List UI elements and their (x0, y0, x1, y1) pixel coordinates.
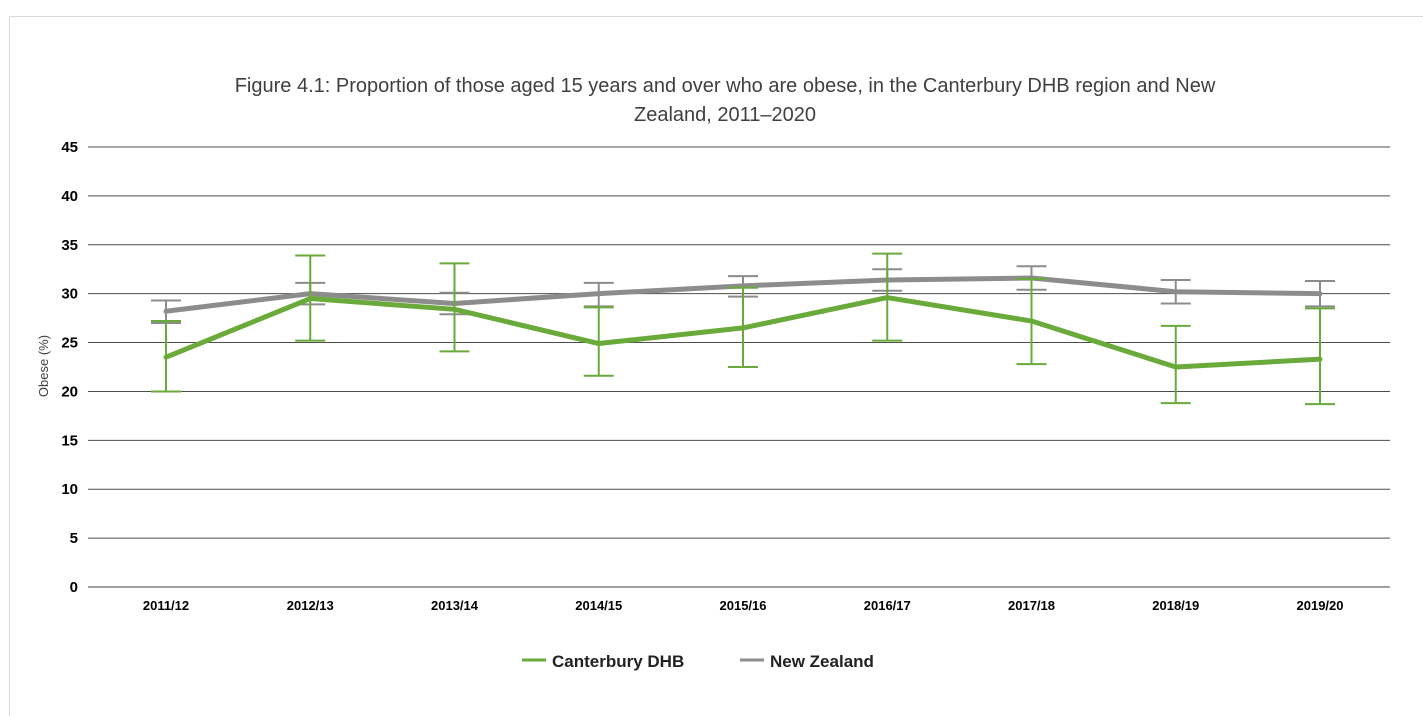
y-tick-label: 10 (61, 481, 78, 498)
x-tick-label: 2014/15 (575, 598, 622, 613)
y-tick-label: 25 (61, 335, 78, 352)
series-layer (151, 254, 1335, 405)
x-tick-label: 2013/14 (431, 598, 479, 613)
y-tick-label: 0 (70, 579, 78, 596)
y-tick-label: 15 (61, 432, 78, 449)
y-tick-label: 20 (61, 383, 78, 400)
x-tick-label: 2012/13 (287, 598, 334, 613)
legend-label: New Zealand (770, 652, 874, 671)
chart-svg: Figure 4.1: Proportion of those aged 15 … (0, 0, 1423, 695)
y-tick-label: 30 (61, 286, 78, 303)
x-tick-label: 2015/16 (720, 598, 767, 613)
legend-label: Canterbury DHB (552, 652, 684, 671)
y-tick-label: 35 (61, 237, 78, 254)
y-tick-labels: 0 5 10 15 20 25 30 35 40 45 (61, 139, 78, 596)
y-axis-label: Obese (%) (36, 335, 51, 397)
y-tick-label: 5 (70, 530, 78, 547)
y-tick-label: 45 (61, 139, 78, 156)
x-tick-label: 2011/12 (143, 598, 189, 613)
chart-title-line-2: Zealand, 2011–2020 (634, 104, 816, 126)
y-tick-label: 40 (61, 188, 78, 205)
x-tick-label: 2017/18 (1008, 598, 1055, 613)
x-tick-label: 2018/19 (1152, 598, 1199, 613)
x-tick-labels: 2011/12 2012/13 2013/14 2014/15 2015/16 2016/… (143, 598, 1344, 613)
x-tick-label: 2019/20 (1297, 598, 1344, 613)
legend: Canterbury DHB New Zealand (522, 652, 874, 671)
chart-title-line-1: Figure 4.1: Proportion of those aged 15 … (235, 75, 1216, 97)
x-tick-label: 2016/17 (864, 598, 911, 613)
